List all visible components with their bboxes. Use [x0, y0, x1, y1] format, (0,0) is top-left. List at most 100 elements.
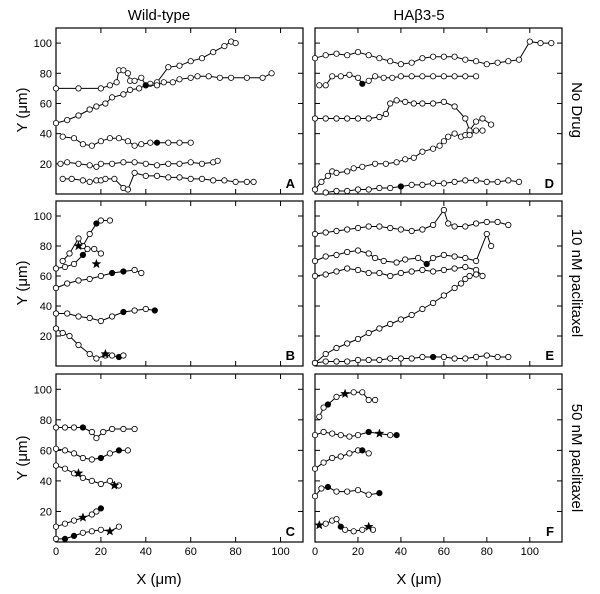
panel-e-track-5-point [451, 355, 458, 362]
panel-a-track-2-point [120, 91, 127, 98]
panel-e-track-5-point [472, 353, 480, 361]
panel-c-track-5-point [97, 526, 105, 533]
panel-d-track-1-point [408, 59, 415, 66]
panel-d-track-5-point [419, 181, 426, 188]
panel-d-track-3-point [393, 97, 400, 104]
panel-a-track-5-point [198, 175, 206, 182]
panel-d-track-2-point-filled [359, 80, 366, 87]
panel-d-track-1-point [322, 52, 329, 59]
column-title-wild-type: Wild-type [128, 7, 191, 24]
panel-e-track-2-point [483, 230, 490, 238]
panel-a-track-1-point [113, 79, 120, 86]
panel-d-track-4-point [445, 133, 452, 140]
panel-e-track-1-point [344, 226, 351, 233]
panel-c-xtick-label: 100 [271, 546, 289, 558]
panel-d-track-2-point [472, 73, 480, 80]
panel-d-track-3-point [387, 100, 394, 107]
panel-e-track-4-point [397, 316, 404, 323]
panel-d-track-1-point [483, 61, 490, 68]
panel-d-track-4-point [382, 160, 389, 167]
panel-b: 20 40 60 80 100 B [34, 200, 304, 367]
panel-f-track-4-point [333, 488, 340, 495]
panel-a-track-2-point [127, 86, 134, 94]
panel-d-track-1-point [505, 58, 512, 65]
panel-f-letter: F [546, 524, 554, 539]
panel-f-track-2-point [337, 431, 344, 439]
panel-b-track-4-point [142, 305, 149, 313]
panel-c-track-1 [56, 427, 135, 439]
panel-f-track-4-point [311, 493, 319, 500]
panel-f-track-1-point [316, 413, 323, 420]
panel-d-track-3-point [322, 115, 329, 122]
panel-f-track-1-point [371, 396, 379, 404]
panel-e-track-3-point [333, 268, 340, 275]
panel-e-frame [314, 200, 563, 367]
panel-d-track-3-point [429, 100, 437, 107]
panel-e-track-4-point [333, 344, 340, 352]
panel-f-track-5-point [350, 528, 357, 535]
panel-e: E [311, 200, 563, 367]
panel-d-track-4-point [344, 168, 351, 175]
panel-d-track-5-point [429, 180, 437, 187]
panel-e-track-1-point [322, 229, 329, 236]
panel-a: 20 40 60 80 100 A [34, 27, 304, 195]
panel-e-track-5-point [419, 353, 426, 361]
panel-e-track-1-point [505, 221, 512, 229]
panel-d-track-1-point [311, 55, 319, 62]
panel-e-track-5-point-filled [429, 353, 437, 361]
panel-a-track-3-point [124, 138, 132, 145]
panel-b-track-2-point [91, 245, 98, 253]
panel-a-track-2-point [109, 94, 116, 101]
panel-a-track-5 [62, 172, 254, 191]
panel-d-track-2-point [329, 73, 336, 80]
panel-d-track-3-point [462, 115, 469, 122]
panel-e-track-4-point [365, 329, 372, 337]
panel-e-track-4-point [419, 305, 426, 313]
panel-d-track-3-point [419, 100, 426, 107]
panel-e-track-3-point [419, 266, 426, 274]
panel-e-track-5-point [505, 353, 512, 361]
panel-d-track-1-point [376, 55, 383, 62]
panel-d-track-3-point [410, 100, 417, 107]
panel-c-track-4-point-filled [97, 505, 105, 512]
panel-e-track-4-point [457, 280, 465, 287]
panel-a-track-3-point [88, 142, 96, 149]
panel-c-track-4-star-marker [78, 512, 88, 522]
panel-e-track-1-point [429, 221, 437, 229]
panel-e-track-2-point [311, 257, 319, 265]
panel-a-track-5-point [131, 169, 138, 176]
panel-a-track-3-point [176, 139, 183, 146]
panel-d-track-1-point [333, 50, 340, 57]
panel-a-track-3-point [187, 139, 194, 146]
panel-b-track-3-point [64, 280, 71, 287]
panel-d-track-5-point [365, 186, 372, 193]
panel-c-track-5-point [115, 523, 123, 530]
panel-f-track-5-point-filled [337, 523, 344, 530]
panel-a-track-2-point [160, 79, 167, 86]
panel-f-frame [314, 373, 563, 543]
panel-e-track-3-point [376, 269, 383, 277]
panel-e-track-3-point [365, 269, 372, 277]
panel-a-track-3-point [115, 135, 123, 142]
panel-a-track-2-point [64, 117, 71, 124]
panel-e-track-2-point [472, 257, 480, 265]
panel-e-track-3-point [408, 268, 415, 275]
panel-e-track-2-point [333, 251, 340, 259]
panel-a-track-3-point [138, 141, 145, 148]
panel-c-track-2-point [61, 447, 69, 454]
panel-d-track-2-point [354, 74, 362, 81]
panel-d-track-4-point [350, 165, 357, 172]
x-axis-title-wild-type: X (μm) [136, 571, 181, 588]
panel-e-track-3-point [479, 272, 486, 280]
panel-a-track-3-point [131, 142, 138, 149]
panel-c-track-1-point [109, 425, 116, 433]
panel-a-track-3-point [147, 139, 154, 146]
panel-c-track-1-point [70, 424, 78, 431]
panel-d-track-3-point [311, 115, 319, 122]
panel-a-track-5-point [176, 174, 183, 181]
panel-d-track-3-point [382, 110, 389, 118]
panel-d-track-4-point [393, 159, 400, 166]
panel-c-track-4-point [52, 523, 60, 530]
panel-b-track-5-point [59, 329, 66, 337]
panel-d-track-4-point [436, 142, 443, 149]
